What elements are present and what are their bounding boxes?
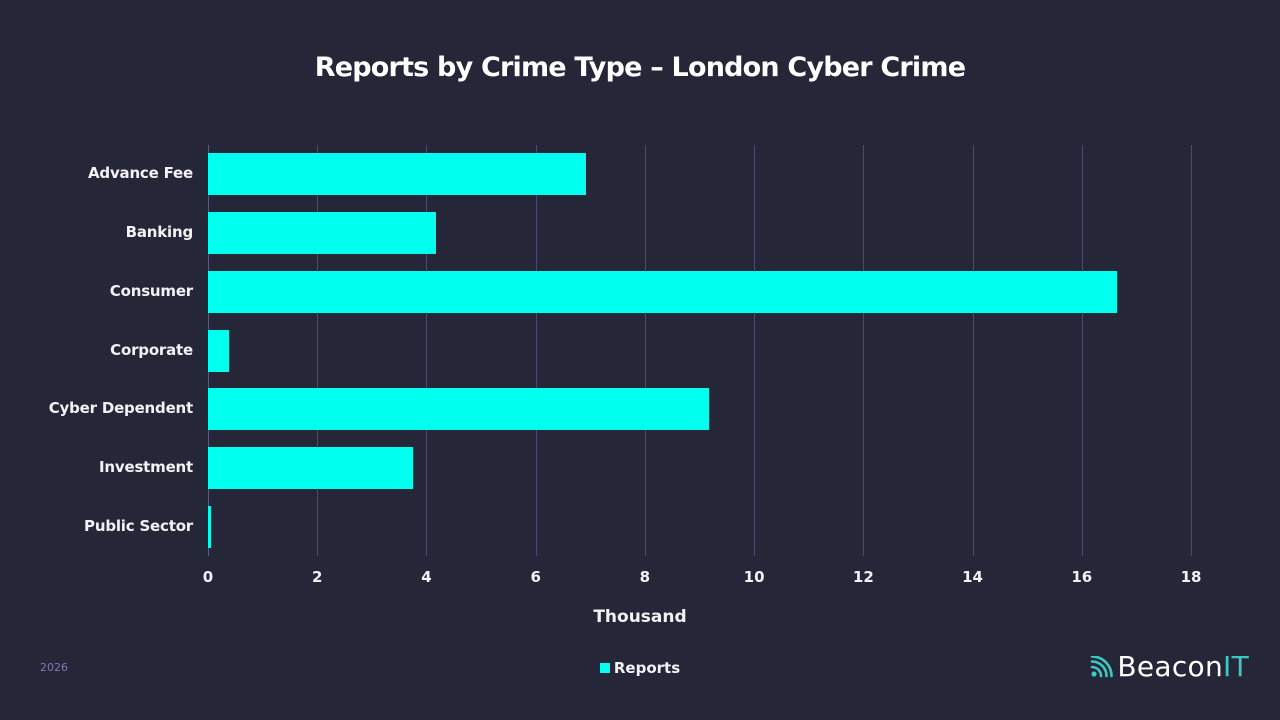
category-label: Investment xyxy=(99,457,193,476)
gridline xyxy=(1191,145,1192,556)
plot-area xyxy=(208,145,1192,556)
x-axis-label: Thousand xyxy=(593,607,687,627)
bar-cyber-dependent[interactable] xyxy=(208,388,709,431)
x-tick-label: 18 xyxy=(1180,568,1202,586)
bar-investment[interactable] xyxy=(208,446,413,489)
gridline xyxy=(972,145,974,556)
x-tick-label: 6 xyxy=(530,568,541,586)
x-tick-label: 2 xyxy=(312,568,323,586)
footer-year: 2026 xyxy=(40,661,68,674)
chart-title: Reports by Crime Type – London Cyber Cri… xyxy=(314,52,966,83)
gridline xyxy=(1081,145,1083,556)
category-label: Public Sector xyxy=(84,516,193,535)
bar-corporate[interactable] xyxy=(208,329,229,372)
category-label: Consumer xyxy=(109,281,193,300)
bar-consumer[interactable] xyxy=(208,270,1118,313)
gridline xyxy=(863,145,865,556)
legend-swatch xyxy=(599,663,610,673)
signal-icon xyxy=(1091,655,1114,677)
brand-name: BeaconIT xyxy=(1117,650,1249,683)
gridline xyxy=(535,145,537,556)
category-label: Corporate xyxy=(110,340,193,359)
x-tick-label: 16 xyxy=(1071,568,1093,586)
gridline xyxy=(644,145,646,556)
bar-public-sector[interactable] xyxy=(208,505,211,548)
legend: Reports xyxy=(0,659,1280,677)
gridline xyxy=(317,145,319,556)
x-tick-label: 10 xyxy=(743,568,765,586)
bar-banking[interactable] xyxy=(208,212,437,255)
legend-label-reports[interactable]: Reports xyxy=(613,659,681,677)
x-tick-label: 0 xyxy=(202,568,214,586)
category-label: Banking xyxy=(125,223,194,242)
x-tick-label: 14 xyxy=(962,568,983,586)
category-label: Advance Fee xyxy=(88,164,193,183)
x-tick-label: 12 xyxy=(852,568,874,586)
brand-logo: BeaconIT xyxy=(1090,650,1249,683)
brand-accent: IT xyxy=(1223,650,1249,683)
x-tick-label: 8 xyxy=(639,568,651,586)
category-label: Cyber Dependent xyxy=(48,399,193,418)
x-tick-label: 4 xyxy=(421,568,432,586)
gridline xyxy=(426,145,428,556)
bar-advance-fee[interactable] xyxy=(208,153,586,196)
gridline xyxy=(754,145,756,556)
